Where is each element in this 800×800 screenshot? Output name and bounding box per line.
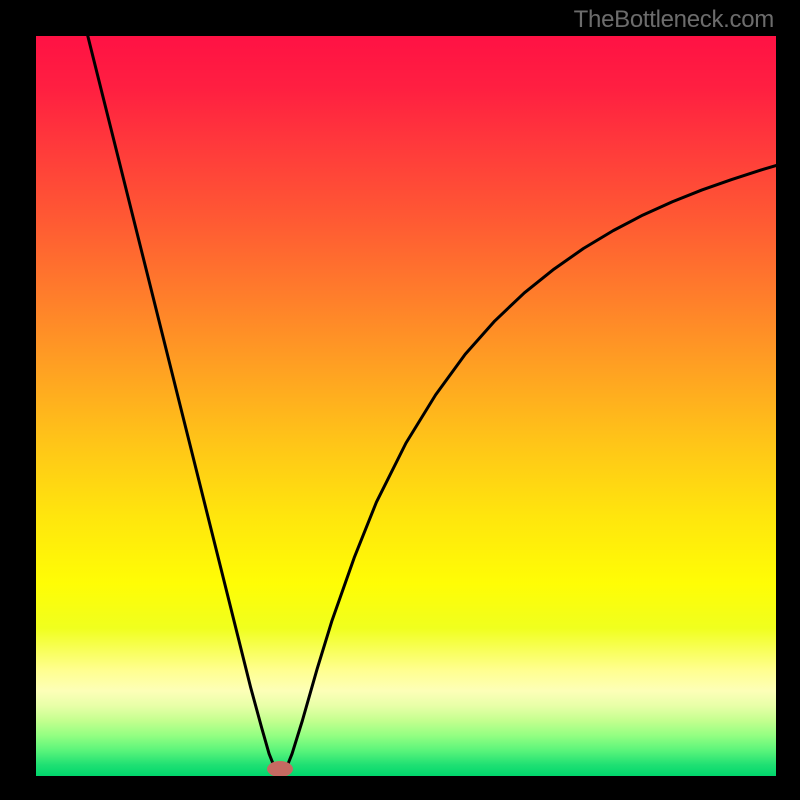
plot-area [36,36,776,776]
watermark-label: TheBottleneck.com [574,6,774,34]
optimum-marker [267,761,293,776]
bottleneck-curve [36,36,776,776]
